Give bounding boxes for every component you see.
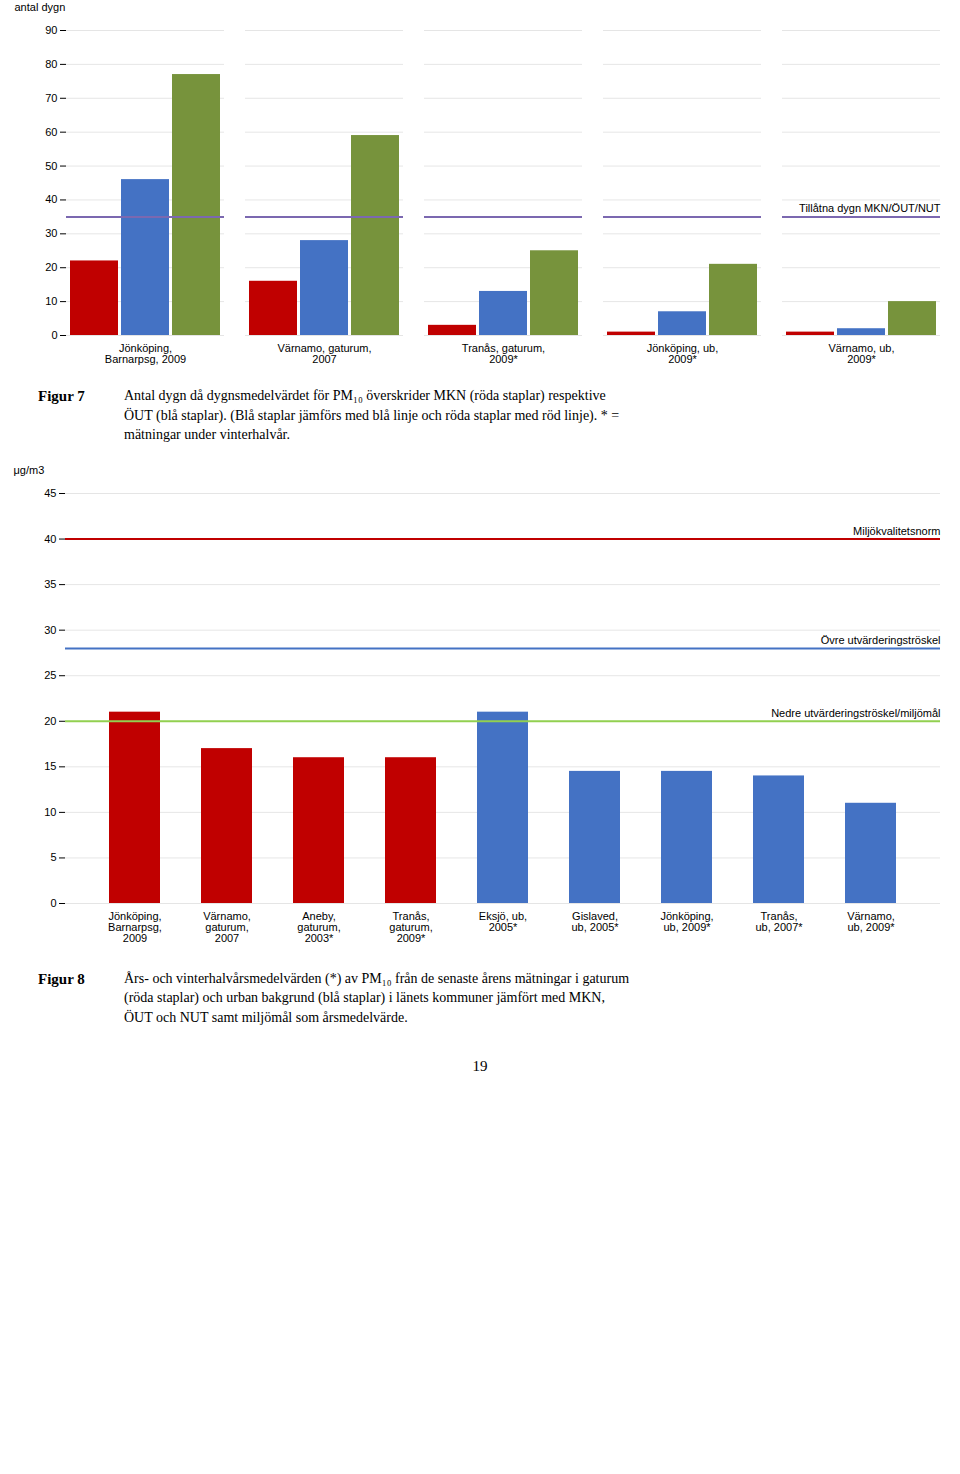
- svg-text:40: 40: [45, 193, 57, 205]
- html-text:Antal dygn då dygnsmedelvärdet: Antal dygn då dygnsmedelvärdet för PM₁₀ …: [124, 388, 620, 443]
- html-text:Figur 7: Figur 7: [38, 388, 85, 404]
- svg-text:Tranås,ub, 2007*: Tranås,ub, 2007*: [755, 910, 803, 933]
- svg-text:45: 45: [44, 487, 56, 499]
- html-text:Års- och vinterhalvårsmedelvär: Års- och vinterhalvårsmedelvärden (*) av…: [124, 970, 629, 1025]
- svg-text:35: 35: [44, 578, 56, 590]
- svg-text:60: 60: [45, 126, 57, 138]
- svg-text:Nedre utvärderingströskel/milj: Nedre utvärderingströskel/miljömål: [771, 707, 940, 719]
- svg-text:5: 5: [50, 851, 56, 863]
- svg-text:30: 30: [44, 623, 56, 635]
- svg-text:Värnamo,gaturum,2007: Värnamo,gaturum,2007: [203, 910, 251, 944]
- svg-text:Gislaved,ub, 2005*: Gislaved,ub, 2005*: [571, 910, 619, 933]
- svg-text:Värnamo,ub, 2009*: Värnamo,ub, 2009*: [847, 910, 895, 933]
- svg-text:25: 25: [44, 669, 56, 681]
- svg-text:Värnamo, gaturum,2007: Värnamo, gaturum,2007: [277, 342, 371, 365]
- svg-text:Övre utvärderingströskel: Övre utvärderingströskel: [821, 634, 941, 646]
- svg-text:20: 20: [44, 715, 56, 727]
- svg-text:40: 40: [44, 532, 56, 544]
- svg-text:0: 0: [51, 329, 57, 341]
- svg-text:90: 90: [45, 24, 57, 36]
- svg-text:20: 20: [45, 261, 57, 273]
- html-text:19: 19: [472, 1057, 488, 1074]
- svg-text:Jönköping,Barnarpsg, 2009: Jönköping,Barnarpsg, 2009: [105, 342, 186, 365]
- svg-text:Tranås, gaturum,2009*: Tranås, gaturum,2009*: [462, 342, 545, 365]
- svg-text:80: 80: [45, 58, 57, 70]
- svg-text:30: 30: [45, 227, 57, 239]
- svg-text:10: 10: [44, 806, 56, 818]
- svg-text:Jönköping,ub, 2009*: Jönköping,ub, 2009*: [660, 910, 713, 933]
- svg-text:15: 15: [44, 760, 56, 772]
- svg-text:Jönköping,Barnarpsg,2009: Jönköping,Barnarpsg,2009: [108, 910, 162, 944]
- svg-text:antal dygn: antal dygn: [15, 1, 66, 13]
- svg-text:Tranås,gaturum,2009*: Tranås,gaturum,2009*: [389, 910, 432, 944]
- svg-text:50: 50: [45, 160, 57, 172]
- svg-text:Aneby,gaturum,2003*: Aneby,gaturum,2003*: [297, 910, 340, 944]
- svg-text:0: 0: [50, 897, 56, 909]
- svg-text:Värnamo, ub,2009*: Värnamo, ub,2009*: [828, 342, 894, 365]
- svg-text:Jönköping, ub,2009*: Jönköping, ub,2009*: [647, 342, 719, 365]
- svg-text:70: 70: [45, 92, 57, 104]
- svg-text:Tillåtna dygn MKN/ÖUT/NUT: Tillåtna dygn MKN/ÖUT/NUT: [799, 202, 941, 214]
- html-text:Figur 8: Figur 8: [38, 970, 85, 987]
- svg-text:Eksjö, ub,2005*: Eksjö, ub,2005*: [479, 910, 527, 933]
- svg-text:10: 10: [45, 295, 57, 307]
- svg-text:μg/m3: μg/m3: [14, 464, 45, 476]
- svg-text:Miljökvalitetsnorm: Miljökvalitetsnorm: [853, 524, 940, 536]
